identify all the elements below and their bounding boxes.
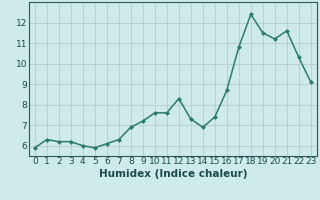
X-axis label: Humidex (Indice chaleur): Humidex (Indice chaleur) xyxy=(99,169,247,179)
